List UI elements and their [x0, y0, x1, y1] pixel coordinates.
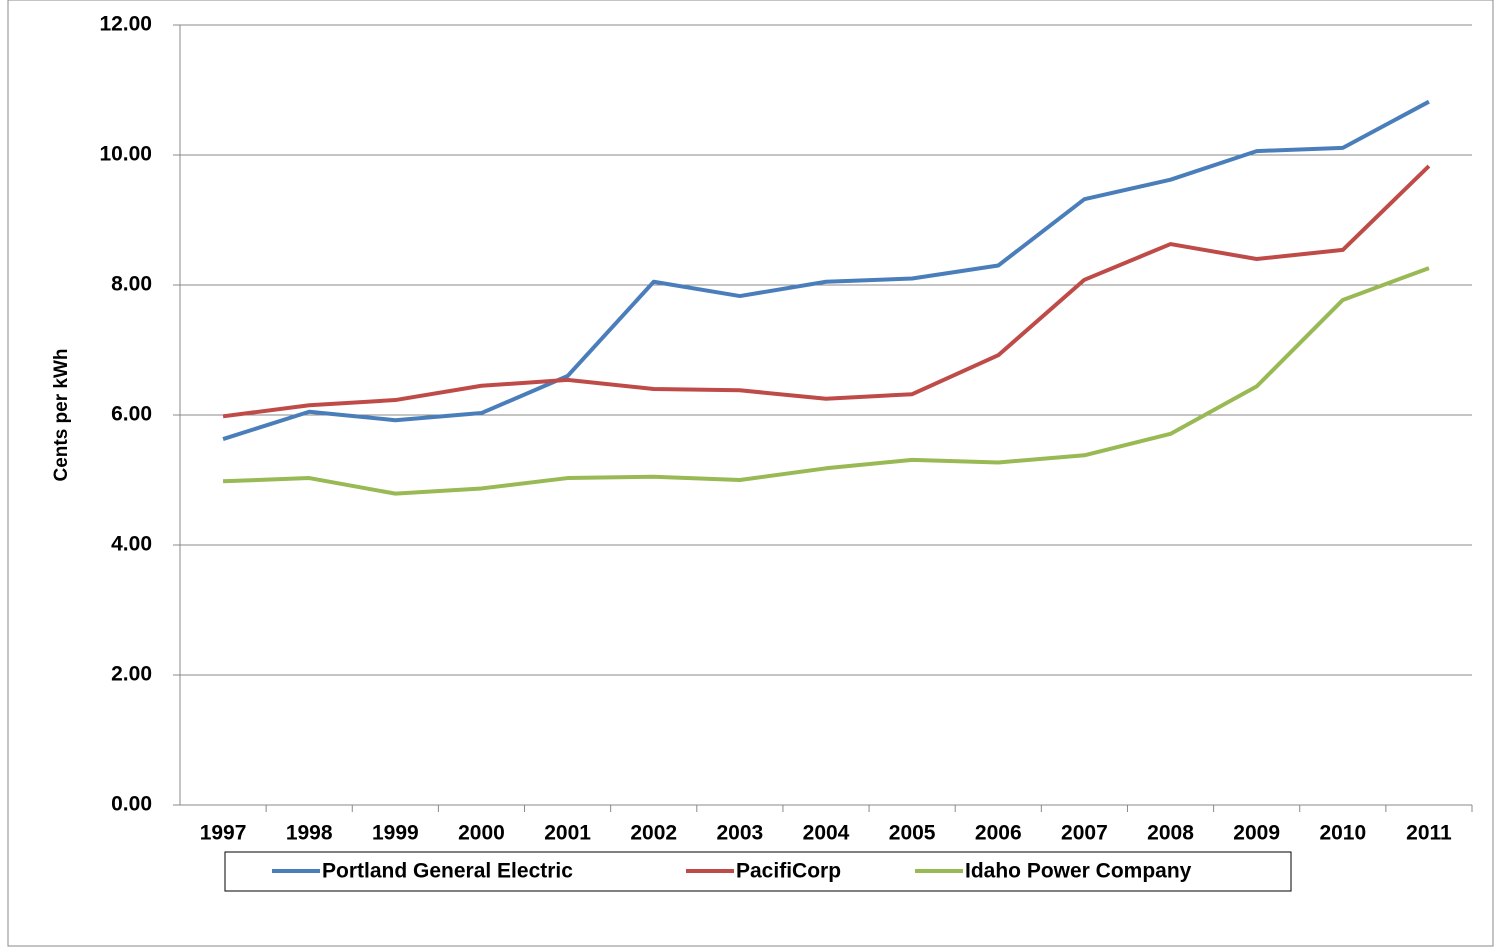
legend-label: Portland General Electric	[322, 860, 573, 883]
x-tick-label: 2008	[1147, 822, 1194, 845]
legend-box	[224, 851, 1292, 892]
y-axis-label: Cents per kWh	[51, 348, 72, 481]
x-tick-label: 2011	[1406, 822, 1452, 845]
series-line	[222, 99, 1430, 441]
y-tick-label: 4.00	[111, 533, 152, 556]
y-tick-label: 0.00	[111, 793, 152, 816]
series-line	[222, 164, 1431, 419]
y-tick-label: 10.00	[99, 143, 152, 166]
x-tick-label: 2001	[544, 822, 591, 845]
x-tick-label: 1998	[286, 822, 333, 845]
x-tick-label: 2004	[803, 822, 850, 845]
legend-label: PacifiCorp	[736, 860, 841, 883]
x-tick-label: 2006	[975, 822, 1022, 845]
x-tick-label: 2000	[458, 822, 505, 845]
x-tick-label: 1997	[200, 822, 247, 845]
x-tick-label: 2005	[889, 822, 936, 845]
x-tick-label: 2007	[1061, 822, 1108, 845]
chart-border	[7, 0, 1494, 947]
series-line	[222, 266, 1430, 496]
x-tick-label: 2002	[630, 822, 677, 845]
y-tick-label: 8.00	[111, 273, 152, 296]
y-tick-label: 12.00	[99, 13, 152, 36]
legend-label: Idaho Power Company	[965, 860, 1192, 883]
x-tick-label: 1999	[372, 822, 419, 845]
x-tick-label: 2010	[1319, 822, 1366, 845]
y-tick-label: 2.00	[111, 663, 152, 686]
x-tick-label: 2003	[717, 822, 764, 845]
y-tick-label: 6.00	[111, 403, 152, 426]
x-tick-label: 2009	[1233, 822, 1280, 845]
